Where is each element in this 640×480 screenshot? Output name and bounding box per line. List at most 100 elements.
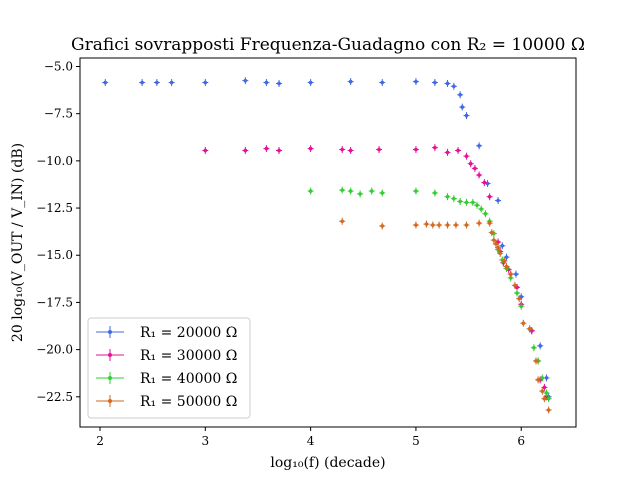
marker: [521, 321, 526, 325]
marker: [546, 408, 551, 412]
marker: [445, 194, 450, 199]
marker: [458, 93, 462, 97]
x-tick-label: 3: [201, 434, 209, 448]
chart-title: Grafici sovrapposti Frequenza-Guadagno c…: [71, 35, 585, 55]
marker: [445, 81, 450, 86]
data-point: [368, 187, 375, 195]
marker: [348, 189, 353, 193]
data-point: [347, 146, 354, 154]
marker: [340, 219, 345, 224]
marker: [542, 396, 547, 401]
legend-label: R₁ = 20000 Ω: [140, 325, 237, 341]
data-point: [490, 236, 497, 244]
data-point: [518, 302, 525, 310]
data-point: [469, 198, 476, 206]
data-point: [501, 257, 508, 265]
data-point: [242, 146, 249, 154]
marker: [544, 376, 549, 380]
data-point: [482, 210, 489, 218]
data-point: [444, 221, 451, 229]
data-point: [530, 344, 537, 352]
data-point: [307, 187, 314, 195]
marker: [504, 255, 509, 259]
marker: [414, 79, 418, 84]
legend-label: R₁ = 30000 Ω: [140, 348, 237, 364]
data-point: [526, 325, 533, 333]
marker: [460, 105, 465, 109]
marker: [340, 188, 345, 192]
data-point: [488, 229, 495, 237]
data-point: [347, 187, 354, 195]
data-point: [379, 222, 386, 230]
marker: [452, 84, 456, 89]
data-point: [474, 201, 481, 209]
marker: [475, 203, 479, 208]
marker: [358, 192, 362, 196]
data-point: [476, 142, 483, 150]
marker: [500, 244, 505, 248]
marker: [544, 391, 549, 395]
data-point: [463, 221, 470, 229]
x-tick-label: 6: [517, 434, 525, 448]
data-point: [339, 146, 346, 154]
marker: [103, 80, 108, 85]
marker: [487, 221, 492, 225]
marker: [513, 283, 517, 288]
marker: [464, 154, 469, 158]
data-point: [478, 205, 485, 213]
marker: [489, 230, 494, 235]
marker: [538, 344, 542, 348]
marker: [380, 80, 385, 85]
data-point: [514, 289, 521, 297]
data-point: [486, 219, 493, 227]
data-point: [450, 82, 457, 90]
data-point: [263, 145, 270, 153]
legend-entry: R₁ = 50000 Ω: [96, 394, 237, 410]
marker: [377, 147, 381, 152]
data-point: [452, 221, 459, 229]
marker: [437, 223, 441, 227]
x-tick-label: 5: [412, 434, 420, 448]
marker: [542, 385, 547, 390]
legend: R₁ = 20000 Ω R₁ = 30000 Ω R₁ = 40000 Ω R₁ =…: [87, 317, 251, 419]
marker: [464, 113, 469, 118]
data-point: [457, 91, 464, 99]
marker: [458, 199, 462, 204]
marker: [414, 189, 418, 193]
marker: [308, 146, 313, 151]
data-point: [495, 244, 502, 252]
data-point: [242, 77, 249, 85]
data-point: [429, 221, 436, 229]
marker: [454, 223, 458, 227]
marker: [155, 80, 159, 85]
data-point: [457, 197, 464, 205]
y-axis-label: 20 log₁₀(V_OUT / V_IN) (dB): [10, 143, 26, 342]
legend-marker: [108, 330, 112, 334]
x-tick-label: 4: [307, 434, 315, 448]
data-point: [499, 242, 506, 250]
data-point: [539, 387, 546, 395]
marker: [430, 223, 435, 227]
data-point: [379, 189, 386, 197]
marker: [369, 189, 374, 193]
data-point: [379, 79, 386, 87]
legend-entry: R₁ = 20000 Ω: [96, 325, 237, 341]
marker: [433, 191, 437, 195]
x-tick-label: 2: [96, 434, 104, 448]
data-point: [153, 79, 160, 87]
y-tick-label: −17.5: [36, 295, 73, 309]
marker: [477, 173, 481, 177]
data-point: [459, 103, 466, 111]
data-point: [339, 186, 346, 194]
data-point: [423, 220, 430, 228]
data-point: [139, 79, 146, 87]
data-point: [431, 144, 438, 152]
marker: [445, 223, 450, 227]
legend-box: [87, 317, 251, 419]
marker: [464, 200, 469, 205]
y-tick-label: −5.0: [44, 59, 73, 73]
y-tick-label: −12.5: [36, 201, 73, 215]
marker: [348, 148, 353, 153]
series-2: [202, 144, 550, 401]
data-point: [503, 253, 510, 261]
